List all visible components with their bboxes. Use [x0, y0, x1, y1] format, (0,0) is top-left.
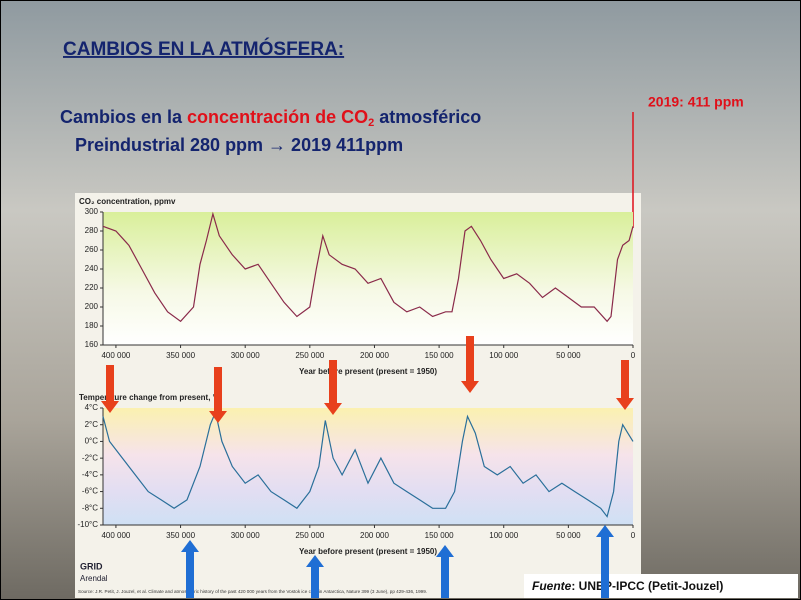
slide-title: CAMBIOS EN LA ATMÓSFERA:: [63, 38, 344, 60]
fuente-text: : UNEP-IPCC (Petit-Jouzel): [571, 579, 723, 593]
logo: Arendal: [80, 574, 108, 583]
subtitle-part: atmosférico: [374, 107, 481, 127]
x-tick-label: 0: [631, 531, 636, 540]
x-tick-label: 400 000: [101, 531, 130, 540]
x-tick-label: 350 000: [166, 531, 195, 540]
arrow: [616, 360, 634, 410]
y-tick-label: -4°C: [82, 470, 98, 479]
y-tick-label: -6°C: [82, 487, 98, 496]
source: Source: J.R. Petit, J. Jouzel, et al. Cl…: [78, 589, 427, 594]
arrow: [181, 540, 199, 598]
y-tick-label: 260: [85, 245, 99, 254]
x-tick-label: 350 000: [166, 351, 195, 360]
y-tick-label: -8°C: [82, 503, 98, 512]
y-tick-label: 280: [85, 226, 99, 235]
x-tick-label: 50 000: [556, 531, 581, 540]
fuente-label: Fuente: [532, 579, 572, 593]
y-tick-label: 220: [85, 283, 99, 292]
arrow: [101, 365, 119, 413]
x-tick-label: 300 000: [231, 531, 260, 540]
arrow: [324, 360, 342, 415]
y-axis-title: Temperature change from present, °C: [79, 393, 222, 402]
x-tick-label: 200 000: [360, 351, 389, 360]
x-tick-label: 50 000: [556, 351, 581, 360]
subtitle-line: Preindustrial 280 ppm → 2019 411ppm: [75, 135, 403, 155]
subtitle-part: Cambios en la: [60, 107, 187, 127]
x-tick-label: 400 000: [101, 351, 130, 360]
y-tick-label: 200: [85, 302, 99, 311]
x-tick-label: 0: [631, 351, 636, 360]
subtitle-part: concentración de CO: [187, 107, 368, 127]
arrow: [306, 555, 324, 598]
logo: GRID: [80, 561, 103, 571]
x-tick-label: 250 000: [295, 351, 324, 360]
annotation: 2019: 411 ppm: [648, 94, 744, 110]
data-line: [102, 211, 634, 323]
y-tick-label: 2°C: [85, 420, 99, 429]
x-tick-label: 150 000: [425, 531, 454, 540]
x-axis-title: Year before present (present = 1950): [299, 367, 437, 376]
y-axis-title: CO₂ concentration, ppmv: [79, 197, 176, 206]
plot-background: [103, 212, 633, 345]
arrow: [596, 525, 614, 598]
x-tick-label: 100 000: [489, 351, 518, 360]
x-tick-label: 200 000: [360, 531, 389, 540]
y-tick-label: -2°C: [82, 453, 98, 462]
x-tick-label: 300 000: [231, 351, 260, 360]
source-box: [524, 574, 798, 598]
x-tick-label: 100 000: [489, 531, 518, 540]
y-tick-label: 0°C: [85, 437, 99, 446]
data-line: [102, 410, 634, 518]
subtitle: Cambios en la concentración de CO2 atmos…: [60, 107, 481, 129]
y-tick-label: 160: [85, 340, 99, 349]
plot-background: [103, 408, 633, 525]
y-tick-label: 4°C: [85, 403, 99, 412]
y-tick-label: 180: [85, 321, 99, 330]
arrow: [209, 367, 227, 423]
y-tick-label: 300: [85, 207, 99, 216]
x-axis-title: Year before present (present = 1950): [299, 547, 437, 556]
arrow: [436, 545, 454, 598]
subtitle-part: 2: [368, 117, 374, 129]
arrow: [461, 336, 479, 393]
x-tick-label: 150 000: [425, 351, 454, 360]
y-tick-label: -10°C: [77, 520, 98, 529]
y-tick-label: 240: [85, 264, 99, 273]
x-tick-label: 250 000: [295, 531, 324, 540]
fuente: Fuente: UNEP-IPCC (Petit-Jouzel): [532, 579, 723, 593]
